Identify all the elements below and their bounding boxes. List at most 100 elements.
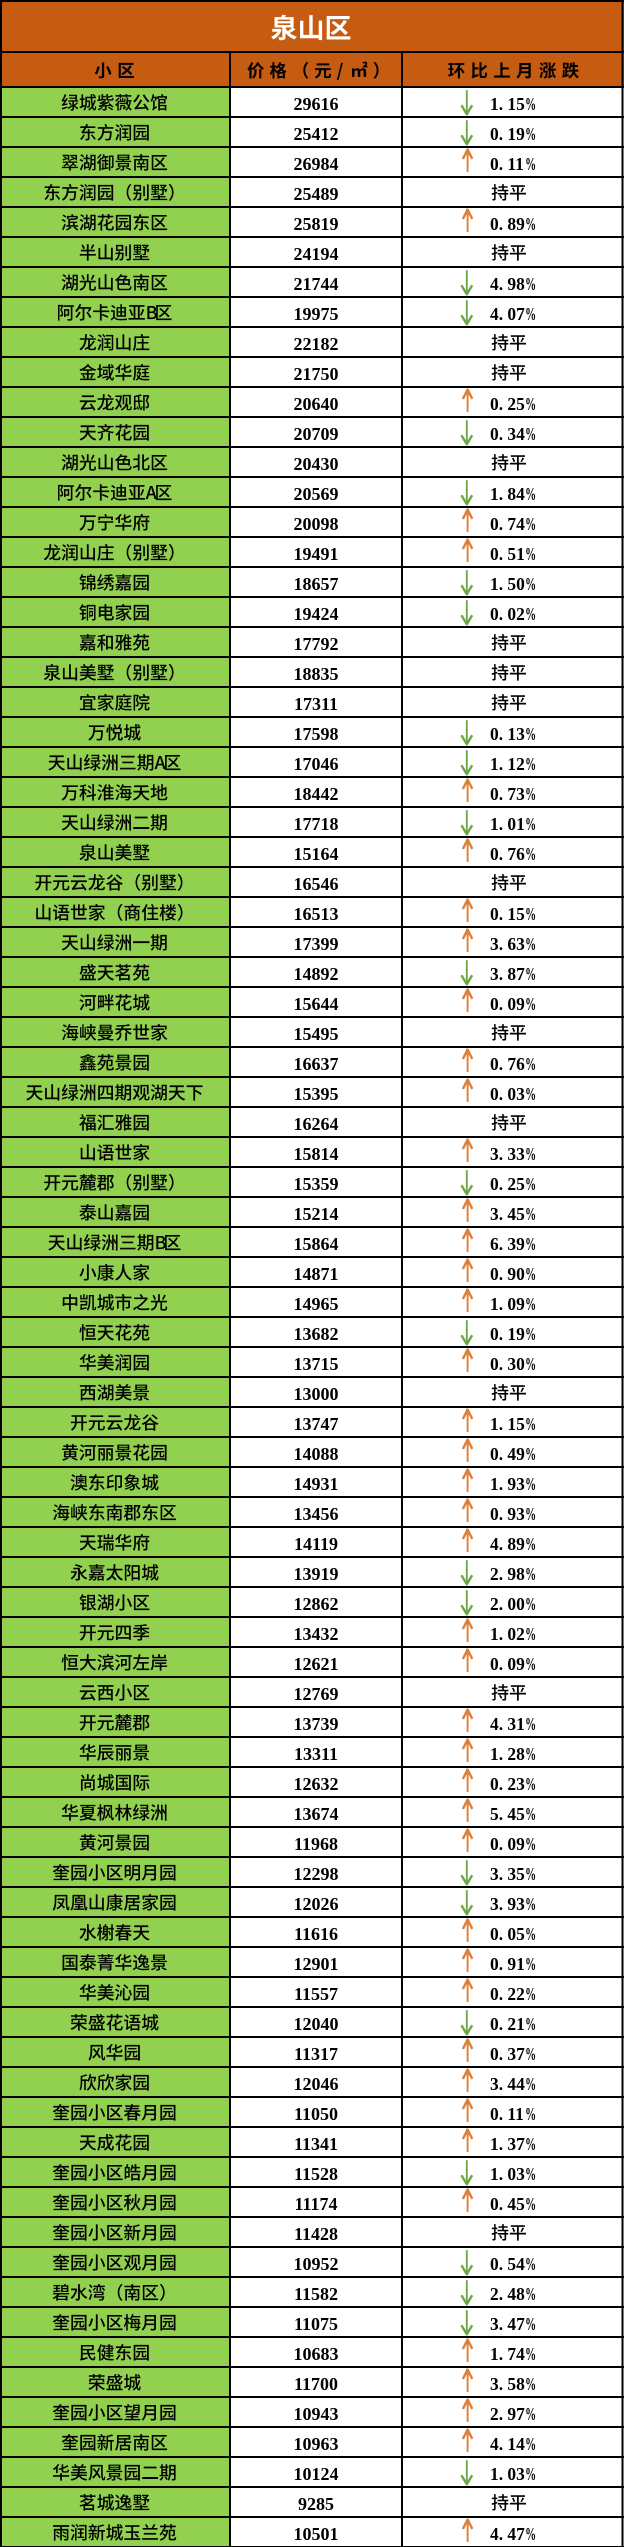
- svg-text:%: %: [525, 934, 536, 954]
- svg-text:12632: 12632: [294, 1774, 339, 1794]
- svg-text:0. 90: 0. 90: [490, 1264, 525, 1284]
- svg-text:3. 58: 3. 58: [490, 2374, 525, 2394]
- svg-text:0. 09: 0. 09: [490, 994, 525, 1014]
- svg-text:0. 74: 0. 74: [490, 514, 525, 534]
- svg-text:3. 93: 3. 93: [490, 1894, 525, 1914]
- svg-text:1. 93: 1. 93: [490, 1474, 525, 1494]
- svg-text:4. 31: 4. 31: [490, 1714, 525, 1734]
- svg-text:0. 73: 0. 73: [490, 784, 525, 804]
- svg-text:0. 23: 0. 23: [490, 1774, 525, 1794]
- svg-text:%: %: [525, 1354, 536, 1374]
- svg-text:13456: 13456: [294, 1504, 339, 1524]
- svg-text:1. 09: 1. 09: [490, 1294, 525, 1314]
- svg-text:%: %: [525, 754, 536, 774]
- svg-text:1. 84: 1. 84: [490, 484, 525, 504]
- svg-text:17311: 17311: [294, 694, 338, 714]
- svg-text:0. 13: 0. 13: [490, 724, 525, 744]
- svg-text:13432: 13432: [294, 1624, 339, 1644]
- svg-text:%: %: [525, 1954, 536, 1974]
- svg-text:20569: 20569: [294, 484, 339, 504]
- svg-text:10943: 10943: [294, 2404, 339, 2424]
- svg-text:0. 02: 0. 02: [490, 604, 525, 624]
- svg-text:%: %: [525, 2104, 536, 2124]
- svg-text:1. 74: 1. 74: [490, 2344, 525, 2364]
- svg-text:%: %: [525, 2464, 536, 2484]
- svg-text:0. 11: 0. 11: [490, 154, 524, 174]
- svg-text:17792: 17792: [294, 634, 339, 654]
- svg-text:0. 30: 0. 30: [490, 1354, 525, 1374]
- svg-text:0. 91: 0. 91: [490, 1954, 525, 1974]
- svg-text:%: %: [525, 604, 536, 624]
- svg-text:20640: 20640: [294, 394, 339, 414]
- svg-text:13674: 13674: [294, 1804, 339, 1824]
- svg-text:16637: 16637: [294, 1054, 339, 1074]
- svg-text:18442: 18442: [294, 784, 339, 804]
- svg-text:13747: 13747: [294, 1414, 339, 1434]
- svg-text:2. 98: 2. 98: [490, 1564, 525, 1584]
- svg-text:20098: 20098: [294, 514, 339, 534]
- svg-text:0. 49: 0. 49: [490, 1444, 525, 1464]
- svg-text:2. 48: 2. 48: [490, 2284, 525, 2304]
- svg-text:0. 15: 0. 15: [490, 904, 525, 924]
- svg-text:0. 25: 0. 25: [490, 1174, 525, 1194]
- svg-text:4. 47: 4. 47: [490, 2524, 525, 2544]
- svg-text:15359: 15359: [294, 1174, 339, 1194]
- svg-text:1. 03: 1. 03: [490, 2464, 525, 2484]
- svg-text:13739: 13739: [294, 1714, 339, 1734]
- svg-text:13682: 13682: [294, 1324, 339, 1344]
- svg-text:19424: 19424: [294, 604, 339, 624]
- svg-text:%: %: [525, 484, 536, 504]
- svg-text:29616: 29616: [294, 94, 339, 114]
- svg-text:%: %: [525, 1294, 536, 1314]
- svg-text:1. 03: 1. 03: [490, 2164, 525, 2184]
- svg-text:0. 34: 0. 34: [490, 424, 525, 444]
- svg-text:%: %: [525, 1834, 536, 1854]
- svg-text:%: %: [525, 1714, 536, 1734]
- svg-text:0. 76: 0. 76: [490, 1054, 525, 1074]
- svg-text:15814: 15814: [294, 1144, 339, 1164]
- svg-text:17399: 17399: [294, 934, 339, 954]
- svg-text:3. 44: 3. 44: [490, 2074, 525, 2094]
- svg-text:%: %: [525, 2164, 536, 2184]
- svg-text:%: %: [525, 1474, 536, 1494]
- svg-text:9285: 9285: [298, 2494, 334, 2514]
- svg-text:%: %: [525, 1084, 536, 1104]
- svg-text:11341: 11341: [294, 2134, 338, 2154]
- svg-text:17046: 17046: [294, 754, 339, 774]
- svg-text:%: %: [525, 1594, 536, 1614]
- svg-text:1. 37: 1. 37: [490, 2134, 525, 2154]
- svg-text:%: %: [525, 1624, 536, 1644]
- svg-text:%: %: [525, 1654, 536, 1674]
- svg-text:%: %: [525, 1534, 536, 1554]
- svg-text:4. 07: 4. 07: [490, 304, 525, 324]
- svg-text:12040: 12040: [294, 2014, 339, 2034]
- svg-text:%: %: [525, 2044, 536, 2064]
- svg-text:0. 54: 0. 54: [490, 2254, 525, 2274]
- svg-text:19491: 19491: [294, 544, 339, 564]
- svg-text:%: %: [525, 1744, 536, 1764]
- svg-text:0. 05: 0. 05: [490, 1924, 525, 1944]
- svg-text:15644: 15644: [294, 994, 339, 1014]
- svg-text:%: %: [525, 394, 536, 414]
- svg-text:15864: 15864: [294, 1234, 339, 1254]
- svg-text:25489: 25489: [294, 184, 339, 204]
- svg-text:1. 01: 1. 01: [490, 814, 525, 834]
- svg-text:18657: 18657: [294, 574, 339, 594]
- svg-text:0. 37: 0. 37: [490, 2044, 525, 2064]
- svg-text:%: %: [525, 2074, 536, 2094]
- svg-text:4. 89: 4. 89: [490, 1534, 525, 1554]
- svg-text:%: %: [525, 1264, 536, 1284]
- svg-text:%: %: [525, 214, 536, 234]
- svg-text:0. 03: 0. 03: [490, 1084, 525, 1104]
- svg-text:%: %: [525, 2344, 536, 2364]
- svg-text:%: %: [525, 1504, 536, 1524]
- svg-text:0. 51: 0. 51: [490, 544, 525, 564]
- svg-text:%: %: [525, 994, 536, 1014]
- svg-text:13000: 13000: [294, 1384, 339, 1404]
- svg-text:%: %: [525, 1564, 536, 1584]
- svg-text:%: %: [525, 1984, 536, 2004]
- svg-text:22182: 22182: [294, 334, 339, 354]
- svg-text:%: %: [525, 304, 536, 324]
- svg-text:0. 45: 0. 45: [490, 2194, 525, 2214]
- svg-text:12046: 12046: [294, 2074, 339, 2094]
